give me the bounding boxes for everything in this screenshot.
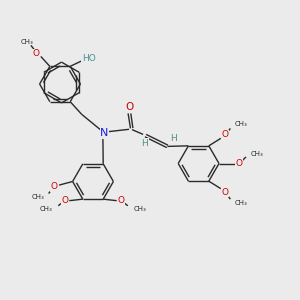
- Text: O: O: [222, 130, 229, 139]
- Text: CH₃: CH₃: [234, 121, 247, 127]
- Text: N: N: [100, 128, 109, 139]
- Text: O: O: [50, 182, 58, 191]
- Text: O: O: [236, 159, 243, 168]
- Text: O: O: [61, 196, 68, 205]
- Text: O: O: [33, 49, 40, 58]
- Text: CH₃: CH₃: [40, 206, 53, 212]
- Text: CH₃: CH₃: [21, 39, 33, 45]
- Text: CH₃: CH₃: [32, 194, 44, 200]
- Text: CH₃: CH₃: [250, 151, 263, 157]
- Text: CH₃: CH₃: [234, 200, 247, 206]
- Text: H: H: [142, 139, 148, 148]
- Text: O: O: [222, 188, 229, 197]
- Text: CH₃: CH₃: [133, 206, 146, 212]
- Text: O: O: [118, 196, 125, 205]
- Text: O: O: [125, 102, 134, 112]
- Text: HO: HO: [82, 54, 96, 63]
- Text: H: H: [170, 134, 177, 143]
